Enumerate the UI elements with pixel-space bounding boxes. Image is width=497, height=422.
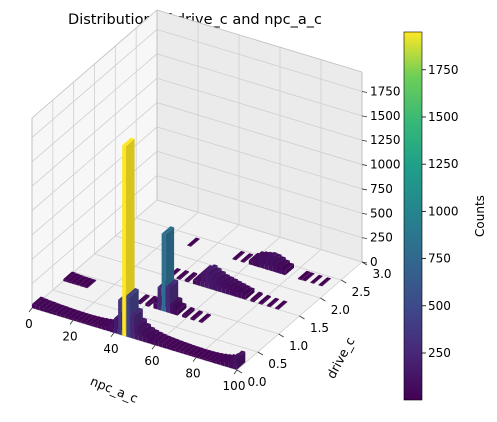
- colorbar-gradient: [403, 31, 423, 401]
- colorbar: 250 500 750 1000 1250 1500 1750 Counts: [403, 31, 487, 401]
- colorbar-tick-label: 250: [428, 346, 451, 360]
- z-tick-label: 1250: [370, 133, 401, 147]
- z-tick-label: 1500: [370, 109, 401, 123]
- z-tick-label: 500: [370, 206, 393, 220]
- histogram-bar: [281, 262, 294, 276]
- y-tick-label: 1.0: [289, 339, 308, 353]
- y-tick-label: 0.0: [247, 375, 266, 389]
- y-tick-label: 2.5: [352, 285, 371, 299]
- histogram-bar: [176, 270, 189, 280]
- histogram-bar: [173, 302, 187, 316]
- histogram-bar: [274, 300, 288, 310]
- histogram-bar: [250, 291, 263, 303]
- x-axis-label: npc_a_c: [88, 373, 140, 406]
- colorbar-label: Counts: [473, 195, 487, 237]
- y-tick-label: 3.0: [372, 267, 391, 281]
- colorbar-tick-label: 750: [428, 252, 451, 266]
- colorbar-tick-label: 1750: [428, 63, 459, 77]
- histogram-bar: [302, 272, 315, 282]
- histogram-bar: [242, 287, 255, 300]
- histogram-bar: [182, 307, 195, 319]
- y-tick-label: 1.5: [310, 321, 329, 335]
- colorbar-tick-label: 1250: [428, 157, 459, 171]
- histogram-bar: [184, 272, 198, 283]
- histogram-bar: [83, 278, 97, 289]
- histogram-bar: [145, 295, 158, 307]
- histogram-bar: [232, 350, 246, 370]
- y-tick-label: 0.5: [268, 357, 287, 371]
- x-tick-label: 60: [144, 354, 159, 368]
- histogram-bar: [198, 313, 211, 323]
- histogram-bar: [310, 274, 323, 284]
- colorbar-ticks: 250 500 750 1000 1250 1500 1750: [422, 63, 459, 360]
- z-tick-label: 750: [370, 182, 393, 196]
- histogram-bar: [318, 277, 331, 287]
- histogram-bar: [190, 310, 203, 321]
- histogram-bar: [266, 297, 280, 308]
- histogram-bar: [232, 250, 245, 261]
- z-tick-label: 250: [370, 231, 393, 245]
- colorbar-tick-label: 500: [428, 299, 451, 313]
- histogram-bar: [187, 237, 200, 247]
- colorbar-tick-label: 1500: [428, 110, 459, 124]
- x-tick-label: 100: [223, 379, 246, 393]
- histogram-bar: [258, 294, 271, 305]
- x-tick-label: 40: [103, 342, 118, 356]
- z-tick-label: 1750: [370, 84, 401, 98]
- y-tick-label: 2.0: [331, 303, 350, 317]
- z-tick-label: 1000: [370, 158, 401, 172]
- x-tick-label: 80: [185, 367, 200, 381]
- histogram-bar: [240, 253, 253, 263]
- y-axis-label: drive_c: [323, 334, 357, 381]
- x-tick-label: 20: [62, 329, 77, 343]
- chart-title: Distribution of drive_c and npc_a_c: [68, 12, 322, 28]
- colorbar-tick-label: 1000: [428, 204, 459, 218]
- histogram-bars: [32, 137, 331, 370]
- z-tick-label: 0: [370, 255, 378, 269]
- histogram-bar: [122, 137, 135, 337]
- x-tick-label: 0: [25, 317, 33, 331]
- histogram-bar: [297, 270, 311, 281]
